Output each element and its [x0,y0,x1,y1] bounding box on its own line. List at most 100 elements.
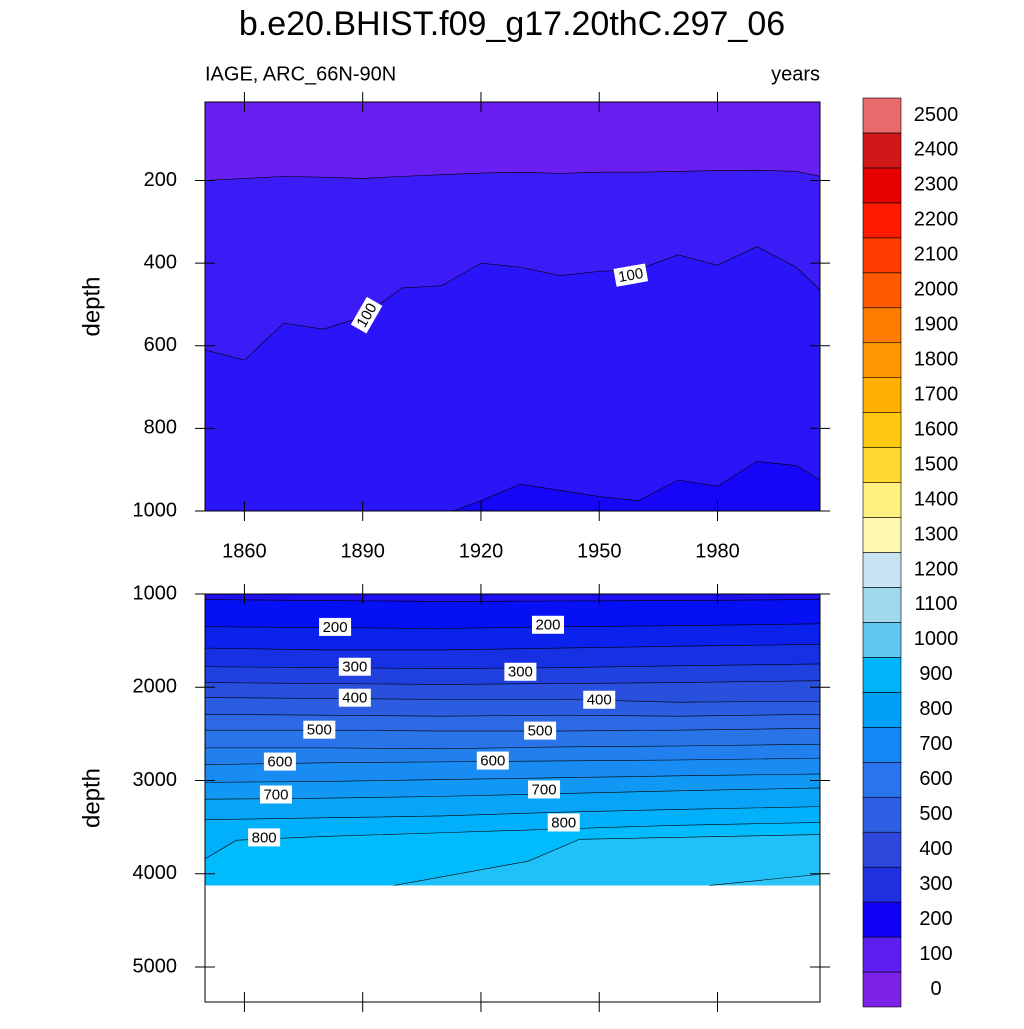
contour-label-text: 800 [551,814,576,831]
y-tick-label: 200 [144,169,177,191]
contour-label: 700 [259,785,292,804]
colorbar-box [862,307,902,344]
x-tick-label: 1920 [459,540,504,562]
plot-frame [204,593,821,1003]
colorbar-box [862,517,902,553]
contour-label: 200 [319,617,352,636]
plot-frame [204,101,821,512]
contour-line [205,623,820,629]
contour-label-bg [613,263,649,287]
colorbar-label: 900 [919,663,952,685]
contour-line [205,743,820,750]
colorbar-label: 1000 [914,628,959,650]
y-tick-label: 1000 [133,499,178,521]
contour-line [205,644,820,651]
contour-fill [453,461,820,511]
contour-label: 200 [531,615,564,634]
colorbar-label: 600 [919,768,952,790]
subtitle-left: IAGE, ARC_66N-90N [205,63,396,85]
contour-label-bg [504,662,537,681]
contour-label-text: 100 [617,265,645,286]
colorbar-label: 1900 [914,314,959,336]
contour-label: 100 [613,263,649,287]
contour-line [205,806,820,820]
contour-label-bg [531,615,564,634]
contour-line [205,599,820,602]
y-axis-label: depth [78,276,105,336]
contour-label-text: 700 [532,781,557,798]
contour-label: 700 [528,780,561,799]
y-axis-label: depth [78,768,105,828]
colorbar-box [862,936,902,973]
contour-label-text: 600 [267,754,292,771]
contour-label: 500 [524,721,557,740]
plot-area [205,594,820,886]
colorbar-label: 300 [919,873,952,895]
contour-label-bg [319,617,352,636]
contour-label-bg [524,721,557,740]
contour-line [205,787,820,800]
y-tick-label: 1000 [133,582,178,604]
colorbar-label: 2300 [914,174,959,196]
colorbar-label: 1100 [914,593,957,615]
contour-label-text: 300 [342,659,367,676]
contour-label-bg [583,690,616,709]
colorbar-box [862,342,902,378]
contour-label-bg [338,688,371,707]
y-tick-label: 600 [144,334,177,356]
contour-line [205,663,820,669]
contour-label-text: 200 [535,617,560,634]
x-tick-label: 1890 [340,540,385,562]
contour-label: 400 [583,690,616,709]
colorbar-box [862,727,902,763]
contour-line [205,246,820,361]
contour-label-text: 700 [263,786,288,803]
contour-label-bg [476,751,509,770]
colorbar-box [862,971,902,1008]
colorbar-box [862,831,902,868]
contour-label: 400 [338,688,371,707]
colorbar-box [862,237,902,274]
contour-label-text: 800 [252,829,277,846]
colorbar-label: 1600 [914,418,959,440]
colorbar-box [862,447,902,483]
colorbar-label: 700 [919,733,952,755]
y-tick-label: 4000 [133,862,178,884]
contour-label-text: 400 [587,692,612,709]
colorbar-box [862,901,902,938]
contour-label: 300 [504,662,537,681]
contour-label-text: 500 [307,722,332,739]
y-tick-label: 5000 [133,955,178,977]
colorbar-box [862,377,902,413]
colorbar-label: 100 [919,943,952,965]
colorbar-box [862,796,902,833]
contour-line [205,697,820,703]
contour-line [709,873,820,886]
contour-label-text: 300 [508,664,533,681]
colorbar-label: 2200 [914,209,959,231]
colorbar-box [862,866,902,903]
colorbar-label: 2000 [914,279,959,301]
colorbar-label: 1500 [914,453,959,475]
contour-fill [205,246,820,511]
contour-label: 600 [476,751,509,770]
contour-label-text: 400 [342,690,367,707]
contour-label-bg [303,720,336,739]
contour-fill [394,834,820,886]
colorbar-box [862,412,902,448]
y-tick-label: 3000 [133,769,178,791]
colorbar-label: 400 [919,838,952,860]
colorbar-box [862,97,902,134]
y-tick-label: 2000 [133,676,178,698]
contour-line [205,714,820,717]
contour-line [453,461,820,511]
colorbar-label: 0 [930,978,941,1000]
colorbar-label: 2400 [914,139,959,161]
x-tick-label: 1980 [695,540,740,562]
colorbar-label: 200 [919,908,952,930]
x-tick-label: 1950 [577,540,622,562]
contour-label-bg [528,780,561,799]
colorbar-label: 1700 [914,383,959,405]
